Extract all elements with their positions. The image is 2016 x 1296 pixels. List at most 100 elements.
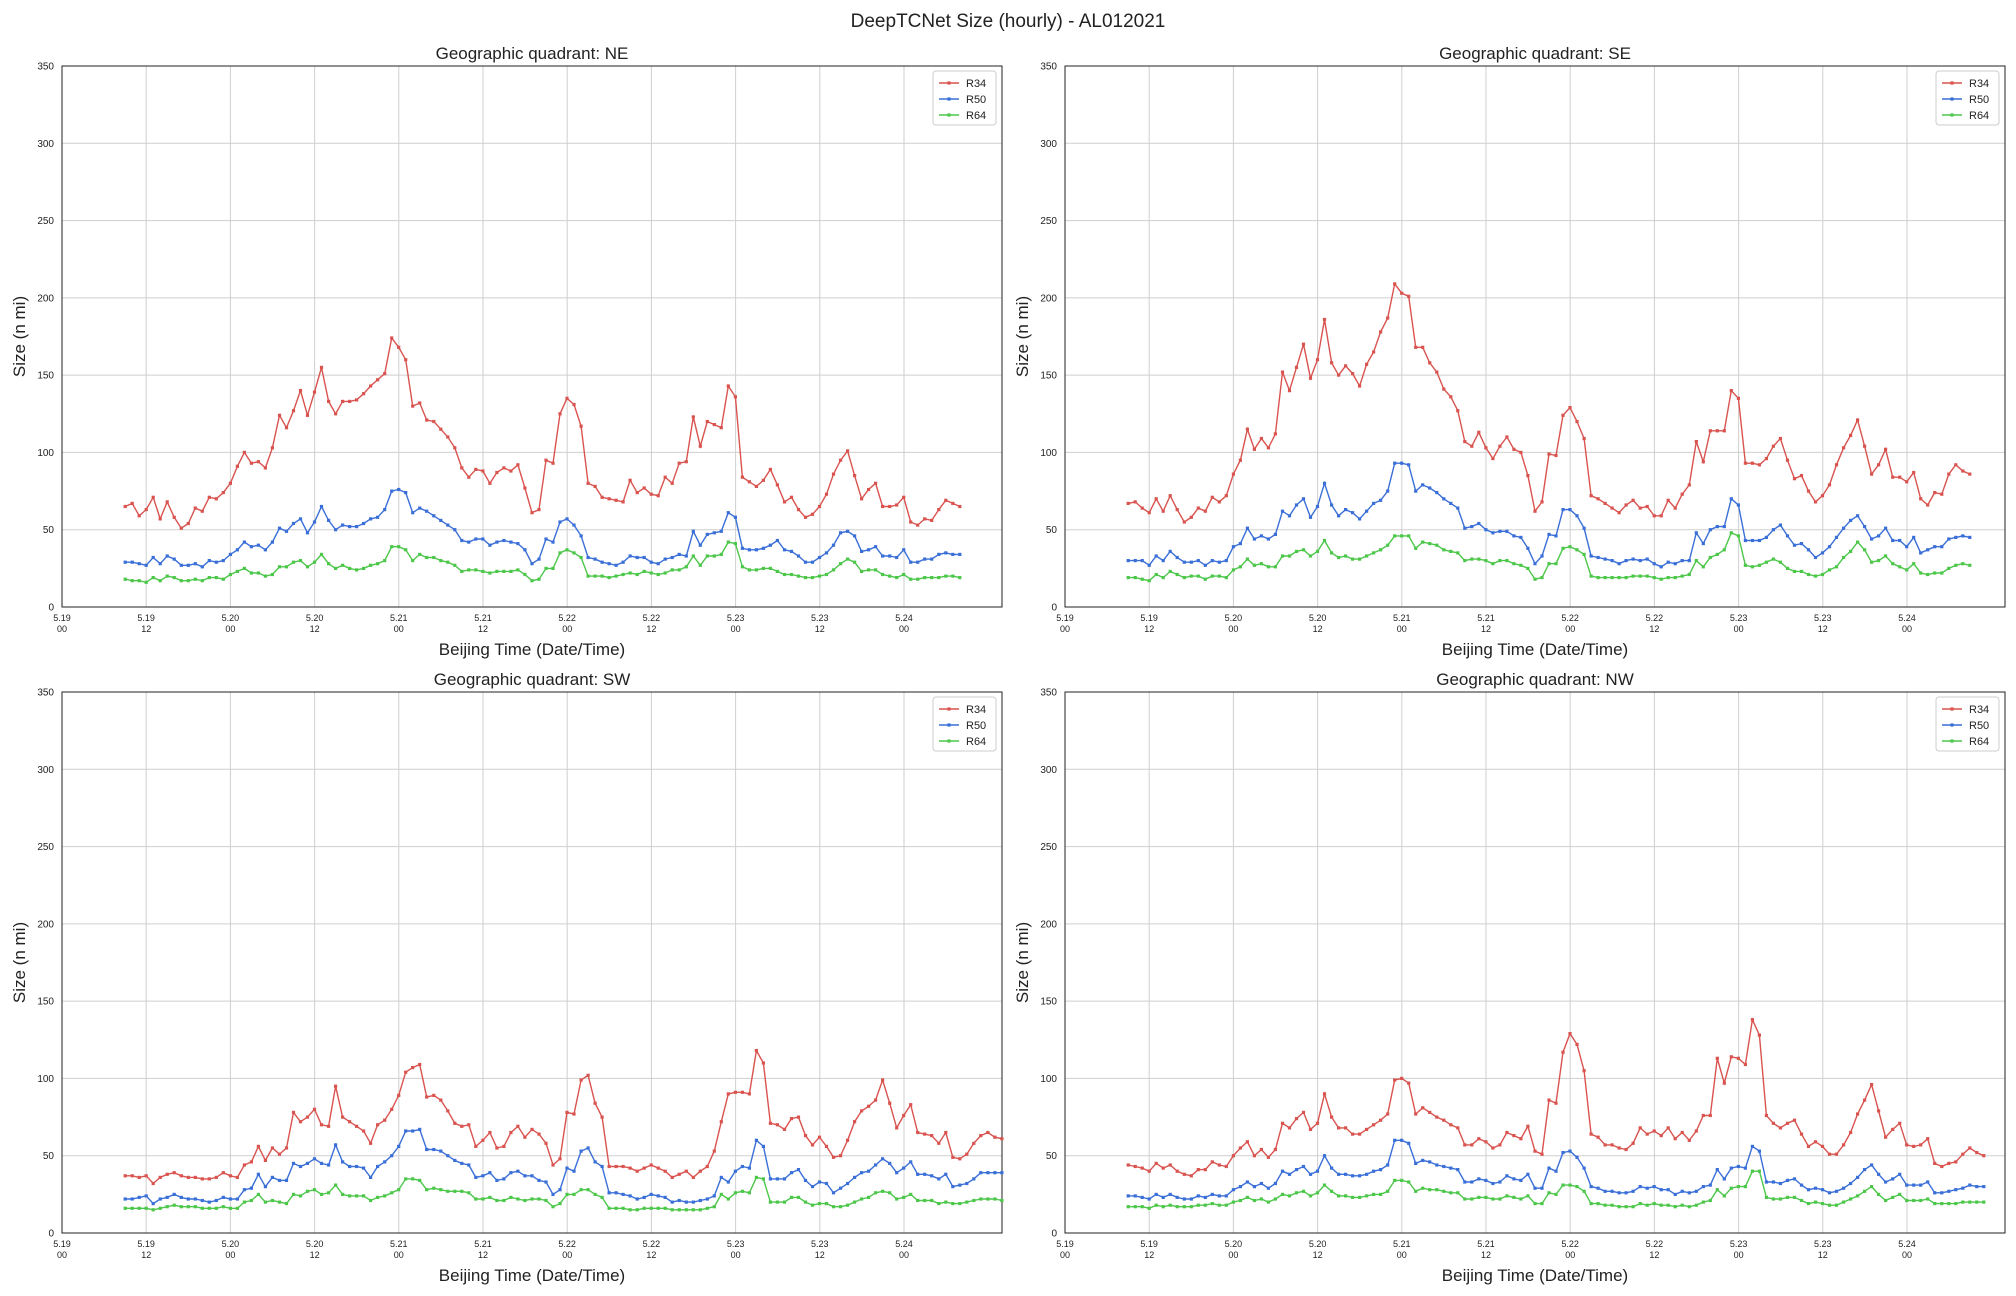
- data-point: [909, 1192, 913, 1196]
- data-point: [846, 1181, 850, 1186]
- data-point: [1771, 1180, 1775, 1184]
- data-point: [453, 1121, 457, 1125]
- data-point: [803, 1200, 808, 1204]
- data-point: [495, 1146, 499, 1150]
- data-point: [228, 1174, 232, 1178]
- data-point: [1589, 1132, 1593, 1136]
- data-point: [1505, 1130, 1509, 1135]
- data-point: [965, 1200, 969, 1204]
- data-point: [1743, 538, 1747, 543]
- data-point: [327, 1191, 331, 1195]
- data-point: [951, 552, 955, 556]
- data-point: [1421, 540, 1425, 544]
- data-point: [719, 1120, 723, 1124]
- data-point: [1645, 574, 1649, 578]
- data-point: [796, 1115, 801, 1119]
- data-point: [1568, 1183, 1572, 1187]
- data-point: [305, 413, 310, 417]
- x-tick-hour: 12: [815, 624, 825, 634]
- data-point: [902, 572, 906, 577]
- data-point: [1771, 528, 1775, 532]
- data-point: [1386, 543, 1390, 547]
- data-point: [607, 1191, 611, 1195]
- data-point: [474, 1144, 478, 1148]
- data-point: [1301, 497, 1306, 501]
- data-point: [1484, 1178, 1488, 1182]
- data-point: [432, 514, 436, 518]
- data-point: [1533, 1186, 1537, 1190]
- data-point: [1533, 509, 1537, 513]
- data-point: [1933, 1161, 1937, 1165]
- data-point: [242, 450, 246, 454]
- data-point: [1526, 1124, 1530, 1128]
- data-point: [1617, 1191, 1621, 1195]
- data-point: [803, 560, 808, 564]
- data-point: [951, 1202, 955, 1206]
- data-point: [817, 574, 822, 578]
- data-point: [200, 579, 204, 583]
- data-point: [1631, 574, 1635, 578]
- data-point: [1505, 1194, 1509, 1198]
- data-point: [1940, 571, 1944, 575]
- data-point: [1849, 1197, 1853, 1201]
- data-point: [1161, 1166, 1165, 1170]
- data-point: [1308, 1172, 1313, 1176]
- data-point: [1736, 503, 1740, 507]
- data-point: [768, 467, 772, 471]
- data-point: [860, 549, 864, 553]
- data-point: [1428, 542, 1432, 546]
- data-point: [881, 1078, 885, 1082]
- x-tick-hour: 00: [1228, 624, 1238, 634]
- data-point: [1638, 1126, 1642, 1130]
- data-point: [670, 568, 674, 572]
- y-tick-label: 0: [1051, 1229, 1057, 1240]
- data-point: [937, 508, 941, 512]
- x-tick-date: 5.20: [306, 613, 324, 623]
- data-point: [888, 574, 892, 578]
- data-point: [1834, 535, 1839, 539]
- data-point: [1337, 373, 1341, 377]
- data-point: [1898, 1172, 1902, 1176]
- data-point: [1280, 1169, 1285, 1173]
- x-tick-date: 5.22: [1646, 613, 1664, 623]
- data-point: [467, 540, 471, 544]
- data-point: [502, 569, 506, 573]
- data-point: [1456, 506, 1460, 510]
- data-point: [1175, 508, 1179, 512]
- data-point: [1827, 483, 1832, 487]
- data-point: [684, 565, 688, 569]
- data-point: [1715, 1188, 1719, 1192]
- data-point: [1947, 1202, 1951, 1206]
- data-point: [1315, 358, 1320, 362]
- data-point: [1610, 1189, 1614, 1193]
- series-r64: [123, 1175, 1004, 1212]
- data-point: [642, 569, 646, 573]
- data-point: [712, 1194, 716, 1198]
- data-point: [1140, 1195, 1144, 1199]
- y-tick-label: 300: [1040, 765, 1057, 776]
- data-point: [1140, 559, 1144, 563]
- data-point: [937, 552, 941, 556]
- data-point: [621, 560, 625, 564]
- x-tick-date: 5.21: [390, 1239, 408, 1249]
- data-point: [1863, 1098, 1867, 1102]
- data-point: [383, 1194, 387, 1198]
- data-point: [200, 1177, 204, 1181]
- data-point: [537, 1178, 541, 1182]
- data-point: [579, 1078, 583, 1082]
- data-point: [1750, 1018, 1754, 1022]
- data-point: [151, 576, 155, 580]
- data-point: [425, 1147, 429, 1152]
- data-point: [277, 1178, 282, 1182]
- data-point: [439, 1188, 443, 1192]
- data-point: [376, 1123, 380, 1127]
- data-point: [474, 1197, 478, 1201]
- data-point: [1519, 450, 1523, 454]
- y-tick-label: 150: [37, 371, 54, 382]
- data-point: [1526, 1172, 1530, 1176]
- data-point: [467, 1123, 471, 1127]
- data-point: [341, 563, 345, 567]
- data-point: [1140, 577, 1144, 581]
- data-point: [1870, 537, 1874, 541]
- data-point: [705, 532, 709, 536]
